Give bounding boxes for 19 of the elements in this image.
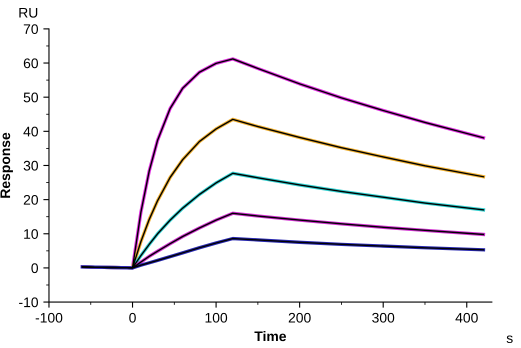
- y-tick-label: 20: [24, 194, 38, 205]
- y-tick-label: 60: [24, 58, 38, 68]
- text: s: [506, 335, 513, 344]
- x-tick-label: 100: [206, 312, 228, 323]
- x-tick-label: 400: [455, 312, 478, 323]
- y-tick-label: -10: [19, 297, 38, 308]
- y-tick-label: 0: [31, 263, 38, 274]
- y-axis-title: Response: [0, 132, 13, 198]
- y-tick-label: 70: [24, 24, 38, 34]
- text: RU: [19, 8, 38, 18]
- y-tick-label: 50: [24, 92, 38, 102]
- y-tick-label: 10: [24, 229, 38, 239]
- x-tick-label: 300: [372, 312, 394, 323]
- x-tick-label: 0: [129, 312, 136, 323]
- y-tick-label: 40: [23, 126, 38, 136]
- x-tick-label: 200: [288, 312, 311, 323]
- y-tick-label: 30: [24, 160, 38, 171]
- x-tick-label: -100: [36, 312, 62, 323]
- x-axis-title: Time: [254, 330, 286, 342]
